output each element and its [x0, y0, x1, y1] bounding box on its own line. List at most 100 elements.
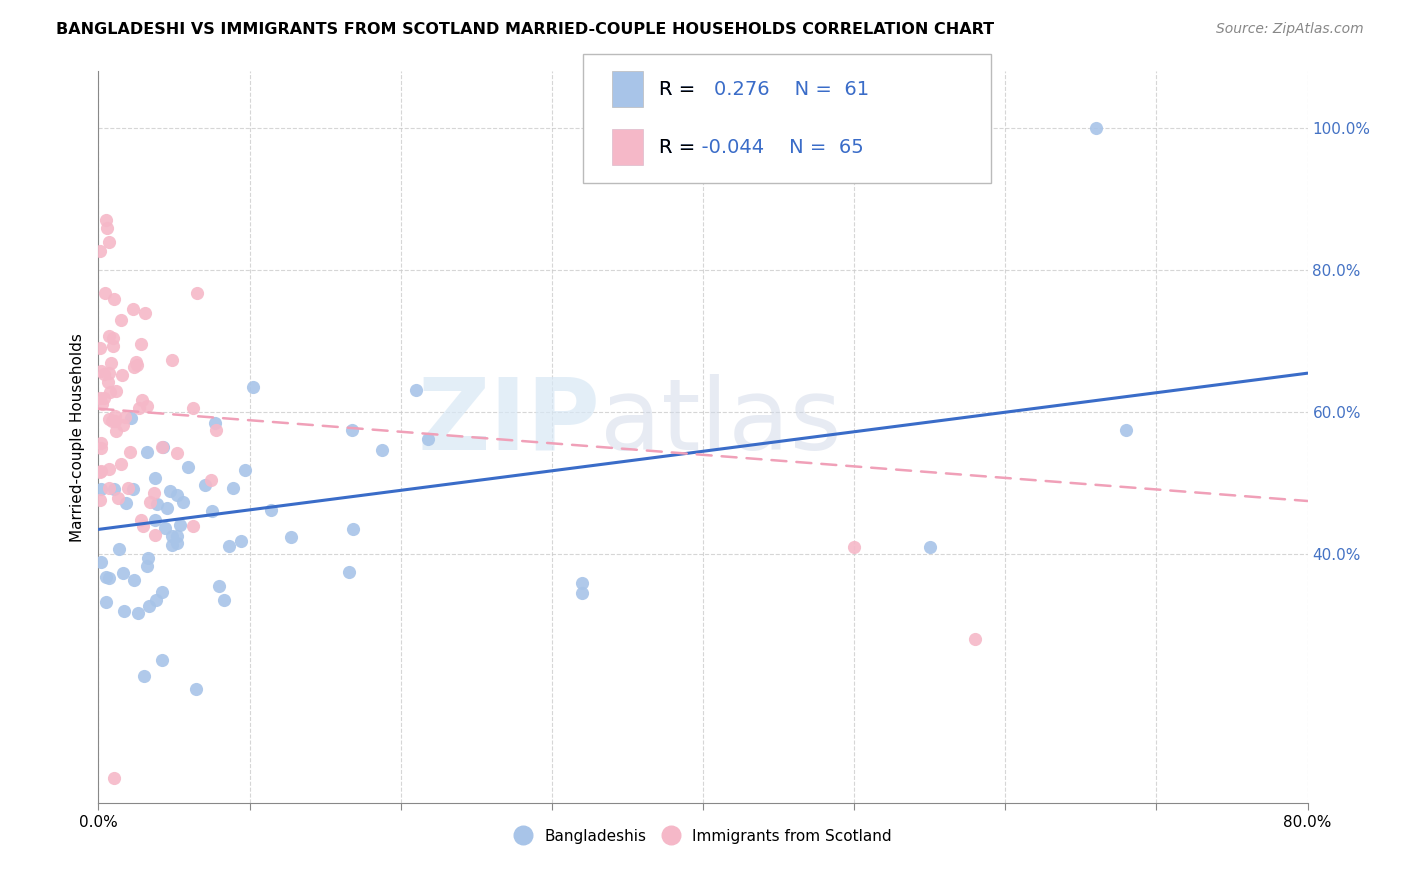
Point	[121, 482, 143, 496]
Point	[132, 519, 155, 533]
Point	[98, 462, 121, 476]
Point	[105, 384, 128, 398]
Point	[145, 592, 167, 607]
Point	[135, 445, 157, 459]
Y-axis label: Married-couple Households: Married-couple Households	[69, 333, 84, 541]
Point	[177, 459, 200, 474]
Text: atlas: atlas	[600, 374, 842, 471]
Point	[97, 412, 120, 426]
Point	[98, 235, 121, 249]
Point	[101, 414, 124, 428]
Point	[94, 595, 117, 609]
Point	[100, 356, 122, 370]
Point	[110, 368, 132, 382]
Point	[103, 409, 125, 423]
Point	[214, 593, 236, 607]
Point	[160, 529, 183, 543]
Point	[127, 358, 149, 372]
Point	[107, 491, 129, 505]
Point	[1115, 423, 1137, 437]
Point	[181, 519, 204, 533]
Point	[94, 213, 117, 227]
Point	[156, 500, 179, 515]
Point	[918, 540, 941, 554]
Point	[160, 538, 183, 552]
Point	[89, 392, 111, 406]
Point	[90, 435, 112, 450]
Point	[181, 401, 204, 416]
Point	[153, 521, 176, 535]
Point	[166, 536, 188, 550]
Point	[200, 473, 222, 487]
Legend: Bangladeshis, Immigrants from Scotland: Bangladeshis, Immigrants from Scotland	[508, 822, 898, 850]
Point	[98, 329, 121, 343]
Point	[138, 599, 160, 613]
Point	[150, 653, 173, 667]
Point	[160, 353, 183, 368]
Point	[90, 441, 112, 455]
Point	[97, 571, 120, 585]
Point	[231, 533, 253, 548]
Text: R =: R =	[659, 137, 702, 157]
Point	[844, 540, 866, 554]
Point	[108, 541, 131, 556]
Point	[103, 482, 125, 496]
Text: ZIP: ZIP	[418, 374, 600, 471]
Point	[150, 585, 173, 599]
Point	[131, 513, 153, 527]
Point	[143, 470, 166, 484]
Point	[89, 244, 111, 258]
Text: R =   0.276    N =  61: R = 0.276 N = 61	[659, 79, 869, 99]
Point	[96, 220, 118, 235]
Point	[91, 397, 114, 411]
Point	[340, 423, 363, 437]
Point	[110, 313, 132, 327]
Text: BANGLADESHI VS IMMIGRANTS FROM SCOTLAND MARRIED-COUPLE HOUSEHOLDS CORRELATION CH: BANGLADESHI VS IMMIGRANTS FROM SCOTLAND …	[56, 22, 994, 37]
Point	[89, 341, 111, 355]
Point	[115, 496, 138, 510]
Point	[139, 495, 162, 509]
Point	[89, 465, 111, 479]
Point	[98, 366, 121, 380]
Point	[166, 488, 188, 502]
Point	[98, 481, 121, 495]
Point	[260, 503, 283, 517]
Point	[104, 414, 127, 428]
Point	[416, 432, 439, 446]
Point	[205, 423, 228, 437]
Text: R =: R =	[659, 79, 702, 99]
Point	[112, 418, 135, 433]
Point	[122, 360, 145, 375]
Point	[405, 384, 427, 398]
Point	[208, 579, 231, 593]
Point	[101, 331, 124, 345]
Point	[93, 391, 115, 405]
Point	[134, 306, 156, 320]
Point	[146, 497, 169, 511]
Point	[194, 478, 217, 492]
Point	[124, 573, 146, 587]
Point	[186, 285, 208, 300]
Point	[342, 522, 364, 536]
Point	[117, 481, 139, 495]
Point	[280, 530, 302, 544]
Point	[93, 367, 115, 381]
Point	[90, 555, 112, 569]
Point	[1085, 121, 1108, 136]
Point	[233, 463, 256, 477]
Point	[218, 540, 240, 554]
Point	[143, 513, 166, 527]
Point	[121, 411, 143, 425]
Point	[89, 492, 111, 507]
Point	[90, 364, 112, 378]
Point	[97, 375, 120, 389]
Point	[370, 442, 392, 457]
Point	[96, 570, 118, 584]
Point	[131, 393, 153, 408]
Point	[201, 504, 224, 518]
Point	[125, 355, 148, 369]
Point	[152, 440, 174, 454]
Point	[204, 416, 226, 430]
Point	[131, 336, 153, 351]
Point	[90, 482, 112, 496]
